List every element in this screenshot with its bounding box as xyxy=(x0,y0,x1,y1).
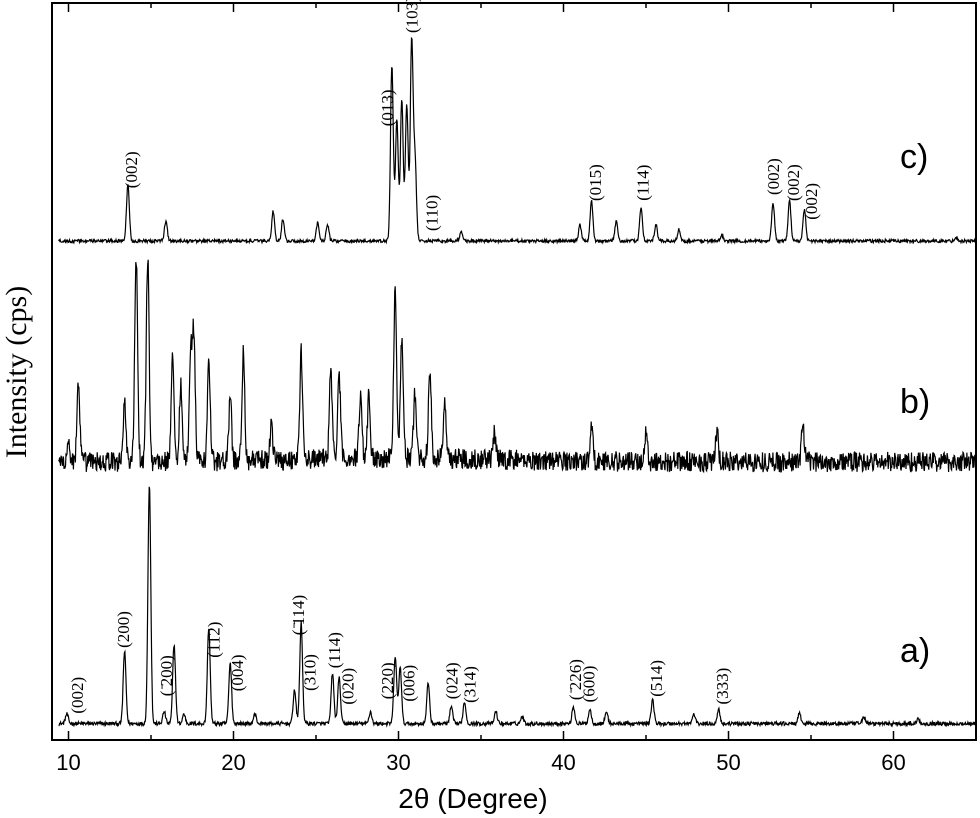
x-axis-ticks: 10 20 30 40 50 60 xyxy=(56,3,977,775)
x-tick-label: 20 xyxy=(221,750,245,775)
x-tick-label: 30 xyxy=(386,750,410,775)
x-tick-label: 10 xyxy=(56,750,80,775)
y-axis-title: Intensity (cps) xyxy=(0,286,33,458)
series-line-2 xyxy=(58,259,976,474)
peak-label: (114) xyxy=(325,632,344,668)
x-tick-label: 40 xyxy=(551,750,575,775)
x-axis-title: 2θ (Degree) xyxy=(398,783,547,814)
peak-annotations: (002) (200) ( ̄200) (112)(004) ( ̄114) (310) (… xyxy=(68,0,821,714)
peak-label: (110) xyxy=(423,195,442,231)
panel-label: b) xyxy=(900,383,930,421)
peak-label: ( ̄114) xyxy=(289,595,308,635)
peak-label: (112) xyxy=(205,622,224,658)
peak-label: (002) xyxy=(784,164,803,201)
peak-label: (004) xyxy=(228,654,247,691)
peak-label: (333) xyxy=(713,668,732,705)
peak-label: (002) xyxy=(764,158,783,195)
x-tick-label: 60 xyxy=(881,750,905,775)
peak-label: (013) xyxy=(378,89,397,126)
series-line-3 xyxy=(58,36,976,245)
peak-label: ( ̄226) xyxy=(566,659,585,700)
x-tick-label: 50 xyxy=(716,750,740,775)
plot-frame xyxy=(51,2,977,741)
peak-label: (020) xyxy=(338,668,357,705)
peak-label: ( ̄200) xyxy=(157,655,176,696)
panel-label: c) xyxy=(900,138,928,176)
peak-label: (002) xyxy=(122,151,141,188)
peak-label: (514) xyxy=(647,660,666,697)
series-group xyxy=(58,36,976,728)
peak-label: (314) xyxy=(460,666,479,703)
panel-labels: a) b) c) xyxy=(900,138,930,670)
peak-label: (024) xyxy=(442,662,461,699)
peak-label: (114) xyxy=(634,165,653,201)
series-line-1 xyxy=(58,486,976,728)
peak-label: (220) xyxy=(378,662,397,699)
peak-label: (006) xyxy=(399,665,418,702)
peak-label: (103) xyxy=(403,0,422,33)
peak-label: (310) xyxy=(300,654,319,691)
peak-label: (600) xyxy=(579,666,598,703)
peak-label: (002) xyxy=(68,677,87,714)
peak-label: (002) xyxy=(802,183,821,220)
peak-label: (015) xyxy=(586,164,605,201)
panel-label: a) xyxy=(900,632,930,670)
peak-label: (200) xyxy=(114,611,133,648)
